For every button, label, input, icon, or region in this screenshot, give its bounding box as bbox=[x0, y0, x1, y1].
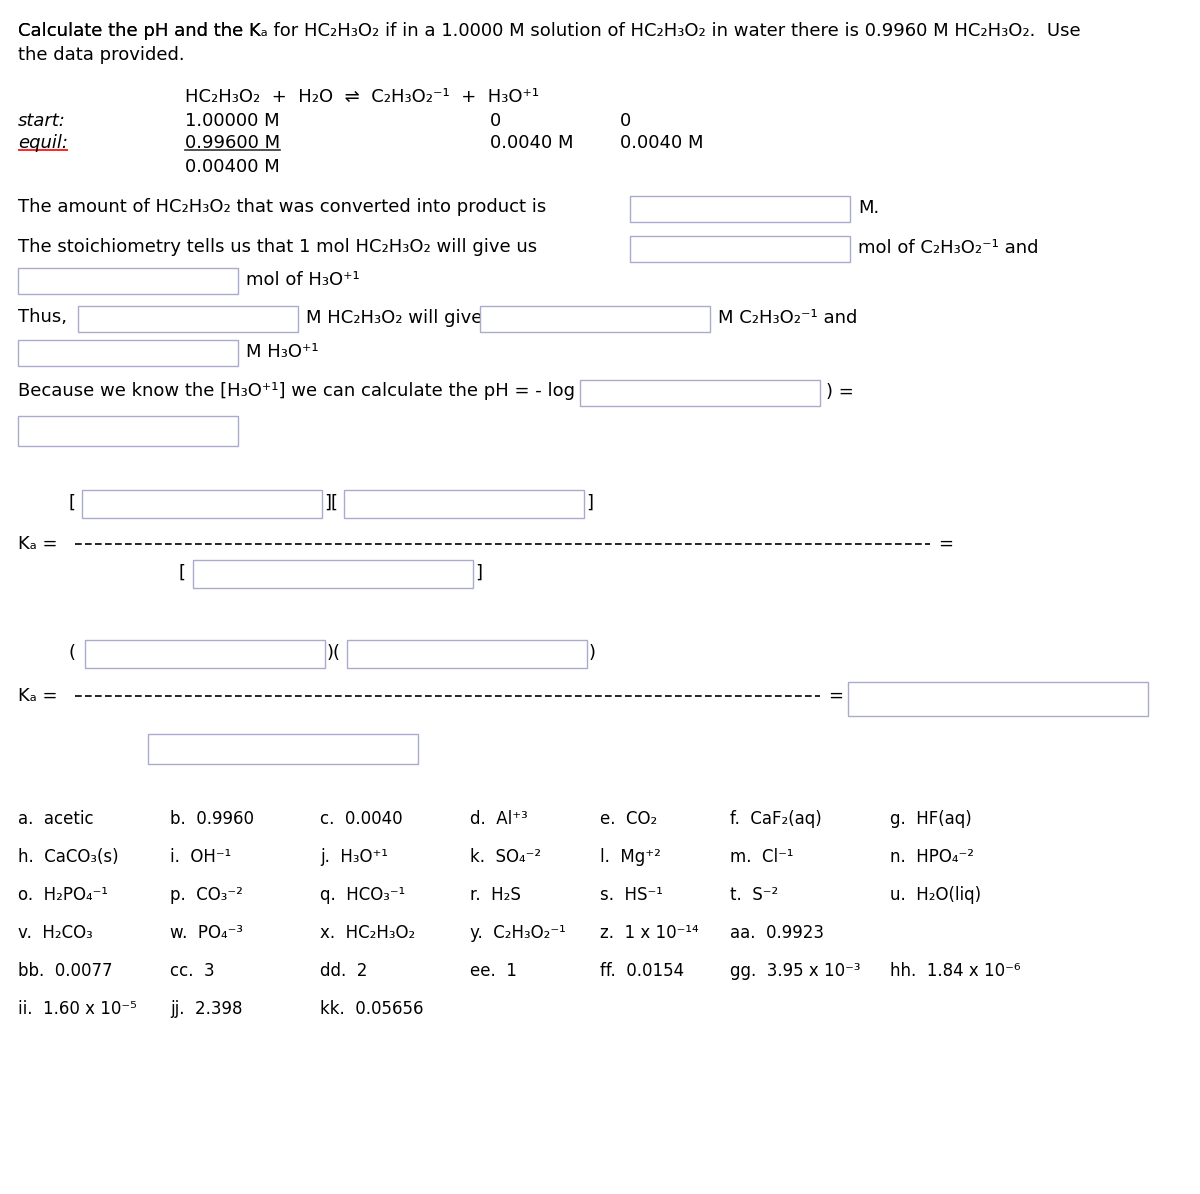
Text: gg.  3.95 x 10⁻³: gg. 3.95 x 10⁻³ bbox=[730, 962, 860, 980]
Text: mol of C₂H₃O₂⁻¹ and: mol of C₂H₃O₂⁻¹ and bbox=[858, 239, 1038, 257]
Text: t.  S⁻²: t. S⁻² bbox=[730, 886, 779, 904]
Text: M C₂H₃O₂⁻¹ and: M C₂H₃O₂⁻¹ and bbox=[718, 309, 857, 327]
Text: ]: ] bbox=[586, 494, 593, 512]
Text: M H₃O⁺¹: M H₃O⁺¹ bbox=[246, 343, 319, 361]
Text: M.: M. bbox=[858, 199, 880, 217]
Text: i.  OH⁻¹: i. OH⁻¹ bbox=[170, 848, 232, 866]
Text: )(: )( bbox=[326, 644, 341, 661]
Text: j.  H₃O⁺¹: j. H₃O⁺¹ bbox=[320, 848, 388, 866]
Text: d.  Al⁺³: d. Al⁺³ bbox=[470, 810, 528, 827]
Text: hh.  1.84 x 10⁻⁶: hh. 1.84 x 10⁻⁶ bbox=[890, 962, 1020, 980]
Text: Calculate the pH and the Kₐ for HC₂H₃O₂ if in a 1.0000 M solution of HC₂H₃O₂ in : Calculate the pH and the Kₐ for HC₂H₃O₂ … bbox=[18, 21, 1081, 41]
Text: c.  0.0040: c. 0.0040 bbox=[320, 810, 403, 827]
Text: 1.00000 M: 1.00000 M bbox=[185, 112, 280, 130]
Text: s.  HS⁻¹: s. HS⁻¹ bbox=[600, 886, 662, 904]
Text: aa.  0.9923: aa. 0.9923 bbox=[730, 924, 824, 942]
Text: Calculate the pH and the K: Calculate the pH and the K bbox=[18, 21, 260, 41]
Text: start:: start: bbox=[18, 112, 66, 130]
Text: ee.  1: ee. 1 bbox=[470, 962, 517, 980]
Text: The amount of HC₂H₃O₂ that was converted into product is: The amount of HC₂H₃O₂ that was converted… bbox=[18, 198, 546, 216]
Text: ): ) bbox=[589, 644, 596, 661]
Text: x.  HC₂H₃O₂: x. HC₂H₃O₂ bbox=[320, 924, 415, 942]
Text: 0.0040 M: 0.0040 M bbox=[620, 134, 703, 152]
Text: q.  HCO₃⁻¹: q. HCO₃⁻¹ bbox=[320, 886, 406, 904]
FancyBboxPatch shape bbox=[78, 306, 298, 332]
FancyBboxPatch shape bbox=[193, 560, 473, 587]
Text: HC₂H₃O₂  +  H₂O  ⇌  C₂H₃O₂⁻¹  +  H₃O⁺¹: HC₂H₃O₂ + H₂O ⇌ C₂H₃O₂⁻¹ + H₃O⁺¹ bbox=[185, 88, 539, 106]
Text: ][: ][ bbox=[324, 494, 338, 512]
Text: z.  1 x 10⁻¹⁴: z. 1 x 10⁻¹⁴ bbox=[600, 924, 698, 942]
Text: b.  0.9960: b. 0.9960 bbox=[170, 810, 254, 827]
Text: ff.  0.0154: ff. 0.0154 bbox=[600, 962, 684, 980]
Text: Kₐ =: Kₐ = bbox=[18, 535, 58, 553]
Text: Because we know the [H₃O⁺¹] we can calculate the pH = - log (: Because we know the [H₃O⁺¹] we can calcu… bbox=[18, 382, 588, 400]
Text: M HC₂H₃O₂ will give: M HC₂H₃O₂ will give bbox=[306, 309, 482, 327]
Text: a.  acetic: a. acetic bbox=[18, 810, 94, 827]
FancyBboxPatch shape bbox=[18, 416, 238, 447]
Text: =: = bbox=[828, 687, 842, 704]
FancyBboxPatch shape bbox=[18, 267, 238, 294]
Text: The stoichiometry tells us that 1 mol HC₂H₃O₂ will give us: The stoichiometry tells us that 1 mol HC… bbox=[18, 238, 538, 256]
Text: 0.0040 M: 0.0040 M bbox=[490, 134, 574, 152]
Text: f.  CaF₂(aq): f. CaF₂(aq) bbox=[730, 810, 822, 827]
Text: 0: 0 bbox=[620, 112, 631, 130]
Text: cc.  3: cc. 3 bbox=[170, 962, 215, 980]
FancyBboxPatch shape bbox=[344, 490, 584, 518]
Text: bb.  0.0077: bb. 0.0077 bbox=[18, 962, 113, 980]
Text: u.  H₂O(liq): u. H₂O(liq) bbox=[890, 886, 982, 904]
FancyBboxPatch shape bbox=[580, 380, 820, 406]
Text: (: ( bbox=[68, 644, 74, 661]
FancyBboxPatch shape bbox=[82, 490, 322, 518]
Text: =: = bbox=[938, 535, 953, 553]
Text: 0.99600 M: 0.99600 M bbox=[185, 134, 280, 152]
Text: k.  SO₄⁻²: k. SO₄⁻² bbox=[470, 848, 541, 866]
Text: [: [ bbox=[178, 564, 185, 581]
Text: mol of H₃O⁺¹: mol of H₃O⁺¹ bbox=[246, 271, 360, 289]
Text: p.  CO₃⁻²: p. CO₃⁻² bbox=[170, 886, 242, 904]
Text: Thus,: Thus, bbox=[18, 308, 67, 326]
FancyBboxPatch shape bbox=[85, 640, 325, 667]
Text: 0: 0 bbox=[490, 112, 502, 130]
Text: w.  PO₄⁻³: w. PO₄⁻³ bbox=[170, 924, 242, 942]
FancyBboxPatch shape bbox=[18, 340, 238, 367]
Text: the data provided.: the data provided. bbox=[18, 47, 185, 64]
FancyBboxPatch shape bbox=[347, 640, 587, 667]
Text: n.  HPO₄⁻²: n. HPO₄⁻² bbox=[890, 848, 974, 866]
Text: o.  H₂PO₄⁻¹: o. H₂PO₄⁻¹ bbox=[18, 886, 108, 904]
Text: ii.  1.60 x 10⁻⁵: ii. 1.60 x 10⁻⁵ bbox=[18, 1001, 137, 1018]
Text: ]: ] bbox=[475, 564, 482, 581]
Text: r.  H₂S: r. H₂S bbox=[470, 886, 521, 904]
FancyBboxPatch shape bbox=[480, 306, 710, 332]
Text: kk.  0.05656: kk. 0.05656 bbox=[320, 1001, 424, 1018]
Text: equil:: equil: bbox=[18, 134, 68, 152]
FancyBboxPatch shape bbox=[630, 236, 850, 261]
Text: y.  C₂H₃O₂⁻¹: y. C₂H₃O₂⁻¹ bbox=[470, 924, 565, 942]
Text: g.  HF(aq): g. HF(aq) bbox=[890, 810, 972, 827]
Text: Kₐ =: Kₐ = bbox=[18, 687, 58, 704]
Text: l.  Mg⁺²: l. Mg⁺² bbox=[600, 848, 661, 866]
Text: ) =: ) = bbox=[826, 383, 853, 401]
Text: [: [ bbox=[68, 494, 74, 512]
Text: 0.00400 M: 0.00400 M bbox=[185, 158, 280, 176]
FancyBboxPatch shape bbox=[148, 734, 418, 764]
Text: v.  H₂CO₃: v. H₂CO₃ bbox=[18, 924, 92, 942]
Text: h.  CaCO₃(s): h. CaCO₃(s) bbox=[18, 848, 119, 866]
FancyBboxPatch shape bbox=[630, 196, 850, 222]
FancyBboxPatch shape bbox=[848, 682, 1148, 716]
Text: jj.  2.398: jj. 2.398 bbox=[170, 1001, 242, 1018]
Text: dd.  2: dd. 2 bbox=[320, 962, 367, 980]
Text: e.  CO₂: e. CO₂ bbox=[600, 810, 658, 827]
Text: m.  Cl⁻¹: m. Cl⁻¹ bbox=[730, 848, 793, 866]
